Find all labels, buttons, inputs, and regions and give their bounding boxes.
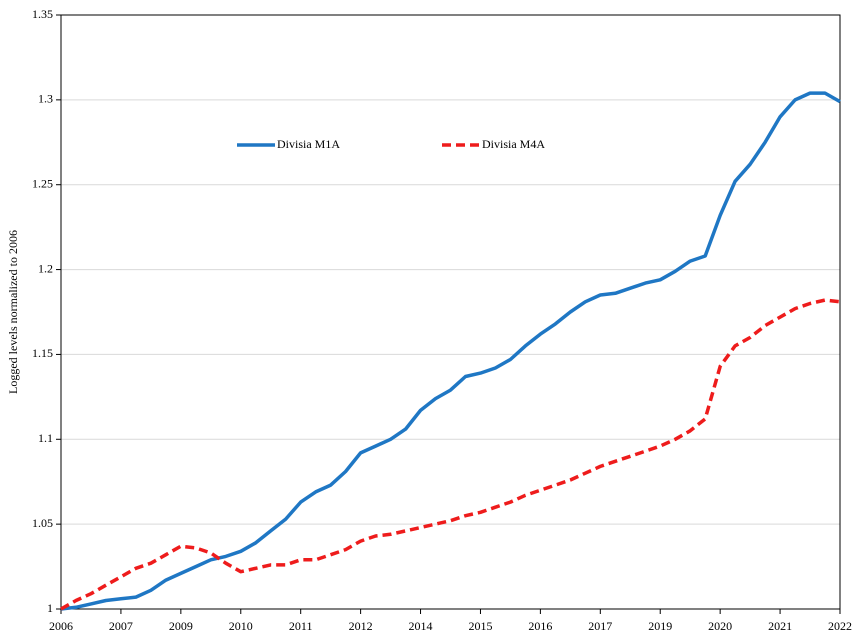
- y-tick-label: 1.1: [38, 431, 53, 445]
- y-tick-label: 1.05: [32, 516, 53, 530]
- legend-label: Divisia M4A: [482, 137, 545, 151]
- x-tick-label: 2007: [109, 619, 133, 633]
- x-tick-label: 2022: [828, 619, 852, 633]
- x-tick-label: 2020: [708, 619, 732, 633]
- x-tick-label: 2012: [349, 619, 373, 633]
- y-tick-label: 1.25: [32, 176, 53, 190]
- y-axis-label: Logged levels normalized to 2006: [6, 230, 20, 394]
- x-tick-label: 2006: [49, 619, 73, 633]
- x-tick-label: 2009: [169, 619, 193, 633]
- series-line: [60, 298, 841, 611]
- x-tick-label: 2021: [768, 619, 792, 633]
- x-tick-label: 2016: [528, 619, 552, 633]
- y-tick-label: 1.2: [38, 261, 53, 275]
- series-line: [60, 91, 841, 611]
- plot-frame: [60, 14, 841, 610]
- y-tick-label: 1: [47, 601, 53, 615]
- y-tick-label: 1.35: [32, 7, 53, 21]
- x-tick-label: 2017: [588, 619, 612, 633]
- y-tick-label: 1.3: [38, 92, 53, 106]
- x-tick-label: 2010: [229, 619, 253, 633]
- legend-label: Divisia M1A: [277, 137, 340, 151]
- x-tick-label: 2011: [289, 619, 313, 633]
- y-tick-label: 1.15: [32, 346, 53, 360]
- x-tick-label: 2014: [409, 619, 433, 633]
- x-tick-label: 2019: [648, 619, 672, 633]
- x-tick-label: 2015: [468, 619, 492, 633]
